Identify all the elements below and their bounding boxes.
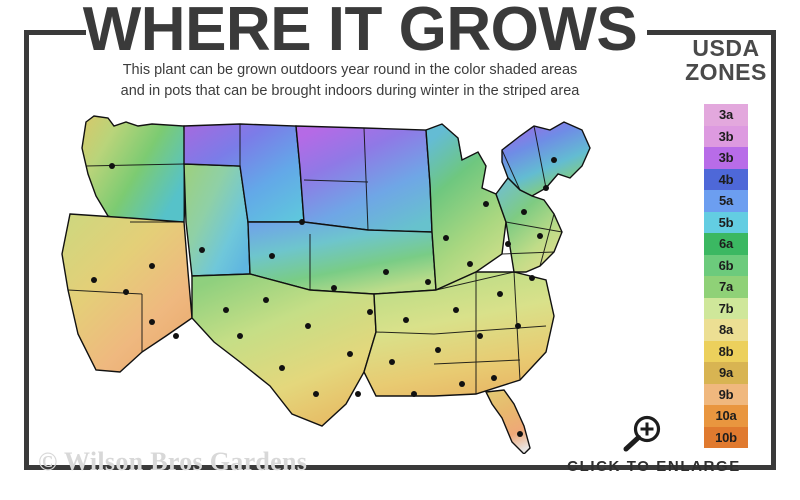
region-midwest <box>425 123 507 292</box>
frame-top-left-stub <box>24 30 86 35</box>
legend-swatch-8b: 8b <box>704 340 748 362</box>
legend-swatch-9a: 9a <box>704 362 748 384</box>
region-florida <box>484 389 531 454</box>
subtitle-text: This plant can be grown outdoors year ro… <box>40 60 660 102</box>
map-city-markers <box>91 157 557 437</box>
region-northern-plains <box>295 125 433 233</box>
legend-swatch-3b: 3b <box>704 125 748 147</box>
map-state-borders <box>67 124 563 394</box>
map-svg <box>61 115 591 454</box>
frame-top-right-stub <box>647 30 776 35</box>
legend-swatch-3b: 3b <box>704 147 748 169</box>
legend-swatch-4b: 4b <box>704 168 748 190</box>
frame-left-edge <box>24 30 29 470</box>
region-great-basin <box>183 163 251 277</box>
watermark: © Wilson Bros Gardens <box>38 447 308 476</box>
legend-swatch-6a: 6a <box>704 233 748 255</box>
legend-swatch-7a: 7a <box>704 276 748 298</box>
usda-zone-legend: 3a 3b 3b 4b 5a 5b 6a 6b 7a 7b 8a 8b 9a 9b 10a 10b <box>704 104 748 448</box>
legend-swatch-9b: 9b <box>704 383 748 405</box>
enlarge-label[interactable]: CLICK TO ENLARGE <box>567 458 741 475</box>
page-title: WHERE IT GROWS <box>82 0 638 64</box>
magnifier-plus-icon[interactable] <box>618 414 664 454</box>
legend-swatch-10b: 10b <box>704 426 748 448</box>
map-landmasses <box>61 115 591 454</box>
legend-swatch-3a: 3a <box>704 104 748 126</box>
legend-swatch-10a: 10a <box>704 405 748 427</box>
frame-bottom-edge <box>24 465 776 470</box>
legend-heading: USDA ZONES <box>664 36 788 84</box>
region-pacific-northwest <box>81 115 187 223</box>
legend-swatch-6b: 6b <box>704 254 748 276</box>
legend-swatch-5b: 5b <box>704 211 748 233</box>
hardiness-zone-map[interactable] <box>34 104 674 454</box>
legend-swatch-8a: 8a <box>704 319 748 341</box>
frame-right-edge <box>771 30 776 470</box>
enlarge-control[interactable]: CLICK TO ENLARGE <box>548 414 748 475</box>
legend-heading-line-1: USDA <box>692 35 760 61</box>
legend-swatch-5a: 5a <box>704 190 748 212</box>
legend-swatch-7b: 7b <box>704 297 748 319</box>
legend-heading-line-2: ZONES <box>685 59 767 86</box>
region-south <box>363 271 555 397</box>
region-southern-plains <box>191 273 377 427</box>
subtitle-line-1: This plant can be grown outdoors year ro… <box>122 62 578 78</box>
subtitle-line-2: and in pots that can be brought indoors … <box>120 83 580 100</box>
